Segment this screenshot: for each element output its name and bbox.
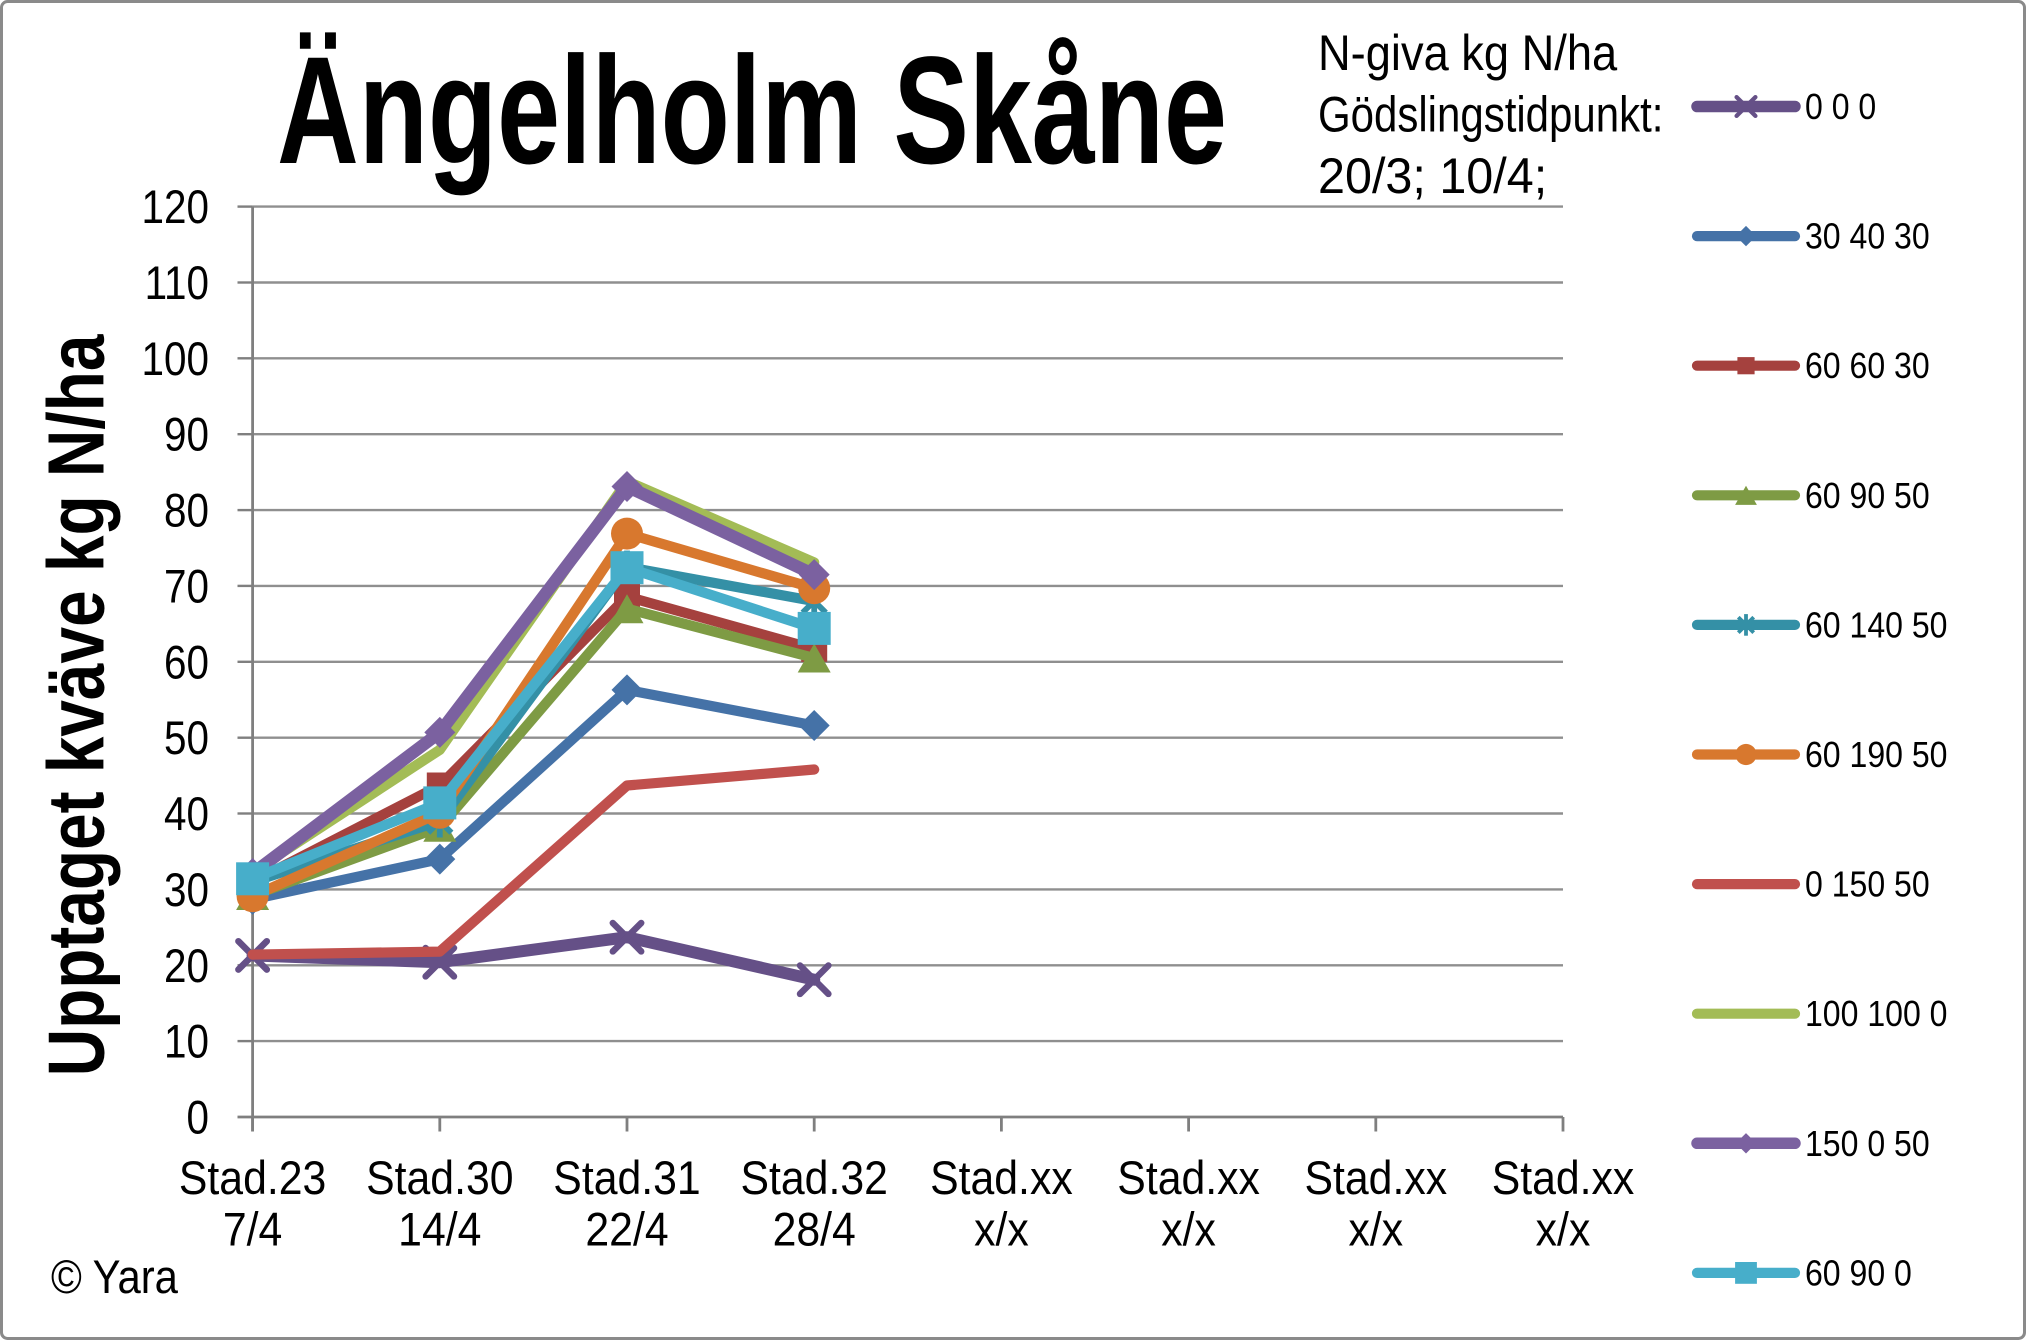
- svg-text:Stad.xx: Stad.xx: [1117, 1151, 1260, 1204]
- svg-text:110: 110: [145, 257, 209, 310]
- svg-text:40: 40: [164, 788, 209, 841]
- svg-text:60 140 50: 60 140 50: [1805, 606, 1947, 646]
- svg-text:Stad.30: Stad.30: [366, 1151, 513, 1204]
- svg-text:100 100 0: 100 100 0: [1805, 995, 1947, 1035]
- svg-text:x/x: x/x: [1348, 1203, 1403, 1256]
- svg-text:50: 50: [164, 712, 209, 765]
- svg-text:x/x: x/x: [1161, 1203, 1216, 1256]
- svg-text:Upptaget kväve kg N/ha: Upptaget kväve kg N/ha: [31, 333, 121, 1076]
- svg-text:70: 70: [164, 561, 209, 614]
- svg-text:Ängelholm Skåne: Ängelholm Skåne: [277, 24, 1227, 196]
- svg-text:Gödslingstidpunkt:: Gödslingstidpunkt:: [1318, 86, 1663, 142]
- svg-text:0 150 50: 0 150 50: [1805, 865, 1930, 905]
- svg-text:10: 10: [164, 1016, 209, 1069]
- svg-text:x/x: x/x: [1536, 1203, 1591, 1256]
- svg-text:90: 90: [164, 409, 209, 462]
- svg-text:Stad.xx: Stad.xx: [1492, 1151, 1635, 1204]
- svg-text:x/x: x/x: [974, 1203, 1029, 1256]
- svg-text:60 90 0: 60 90 0: [1805, 1254, 1912, 1294]
- svg-text:0: 0: [187, 1092, 209, 1145]
- svg-text:Stad.23: Stad.23: [179, 1151, 326, 1204]
- svg-text:80: 80: [164, 485, 209, 538]
- svg-text:30: 30: [164, 864, 209, 917]
- svg-text:60 90 50: 60 90 50: [1805, 476, 1930, 516]
- svg-text:28/4: 28/4: [773, 1203, 856, 1256]
- svg-text:Stad.xx: Stad.xx: [930, 1151, 1073, 1204]
- svg-text:22/4: 22/4: [585, 1203, 668, 1256]
- svg-text:20/3; 10/4;: 20/3; 10/4;: [1318, 148, 1547, 204]
- svg-text:60 190 50: 60 190 50: [1805, 735, 1947, 775]
- svg-text:Stad.32: Stad.32: [741, 1151, 888, 1204]
- svg-text:0 0 0: 0 0 0: [1805, 87, 1876, 127]
- svg-text:N-giva kg N/ha: N-giva kg N/ha: [1318, 26, 1618, 82]
- svg-text:© Yara: © Yara: [51, 1252, 178, 1304]
- svg-text:30 40 30: 30 40 30: [1805, 217, 1930, 257]
- svg-text:Stad.31: Stad.31: [553, 1151, 700, 1204]
- svg-text:60 60 30: 60 60 30: [1805, 347, 1930, 387]
- svg-text:Stad.xx: Stad.xx: [1304, 1151, 1447, 1204]
- svg-text:100: 100: [142, 333, 209, 386]
- svg-text:20: 20: [164, 940, 209, 993]
- svg-text:7/4: 7/4: [223, 1203, 282, 1256]
- svg-text:120: 120: [142, 181, 209, 234]
- svg-text:14/4: 14/4: [398, 1203, 481, 1256]
- svg-text:60: 60: [164, 636, 209, 689]
- svg-text:150 0 50: 150 0 50: [1805, 1124, 1930, 1164]
